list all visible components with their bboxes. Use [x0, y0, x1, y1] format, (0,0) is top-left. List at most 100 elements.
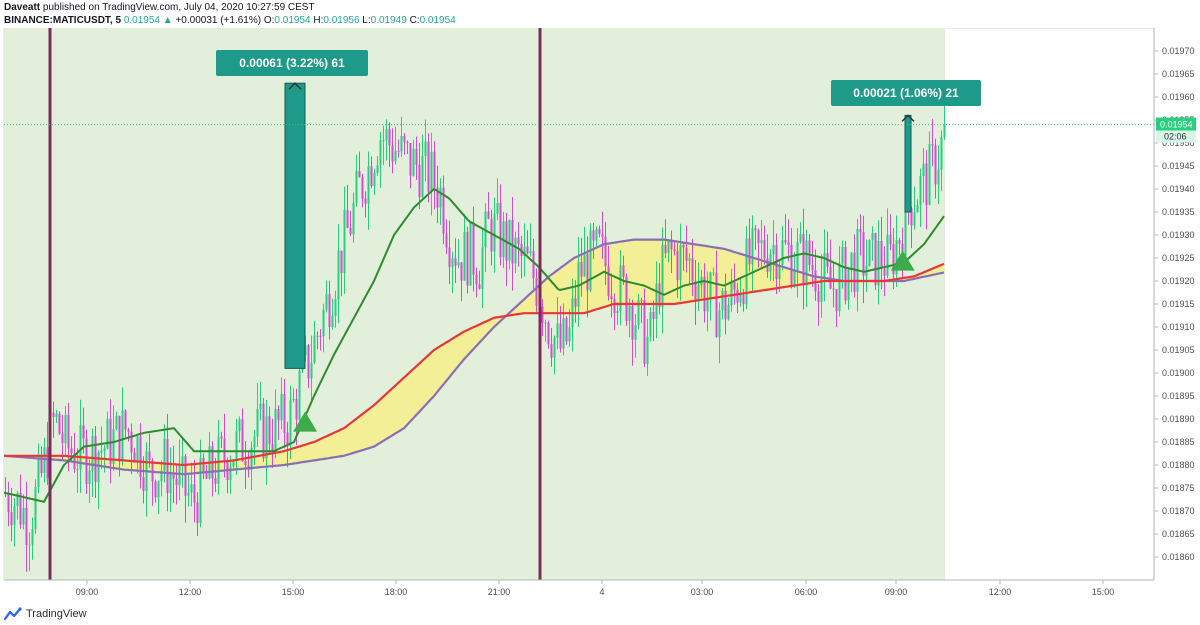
time-tick-label: 12:00	[989, 587, 1012, 597]
candle-body	[286, 432, 289, 445]
candle-body	[916, 204, 919, 213]
candle-body	[112, 429, 115, 465]
candle-body	[70, 448, 73, 454]
up-arrow-icon: ▲	[162, 15, 173, 26]
time-axis[interactable]: 09:00 12:00 15:00 18:00 21:00 4 03:00 06:00 09:0…	[4, 579, 1154, 597]
price-tick-label: 0.01900	[1162, 368, 1195, 378]
measure-bar	[284, 82, 306, 369]
buy-signal-triangle-icon	[890, 250, 915, 271]
candle-body	[490, 218, 493, 252]
price-tick-label: 0.01880	[1162, 460, 1195, 470]
candle-body	[331, 315, 334, 327]
candle-body	[586, 253, 589, 291]
candle-body	[397, 151, 400, 153]
tradingview-logo-icon[interactable]	[4, 607, 22, 621]
candle-body	[217, 436, 220, 484]
price-tick-label: 0.01870	[1162, 506, 1195, 516]
candle-body	[418, 164, 421, 198]
candle-body	[175, 478, 178, 486]
candle-body	[244, 461, 247, 466]
candle-body	[553, 337, 556, 358]
symbol-info: BINANCE:MATICUSDT, 5 0.01954 ▲ +0.00031 …	[4, 15, 456, 26]
candle-body	[868, 240, 871, 266]
author-name[interactable]: Daveatt	[4, 2, 41, 13]
candle-body	[307, 345, 310, 379]
price-tick-label: 0.01910	[1162, 322, 1195, 332]
candle-body	[712, 272, 715, 274]
time-tick-label: 03:00	[691, 587, 714, 597]
candle-body	[874, 233, 877, 286]
measure-bar	[904, 114, 912, 213]
measure-tool-1[interactable]: 0.00061 (3.22%) 61	[216, 50, 368, 369]
session-background	[4, 28, 945, 580]
candle-body	[922, 163, 925, 177]
candle-body	[373, 172, 376, 187]
candle-body	[910, 208, 913, 226]
price-tick-label: 0.01925	[1162, 253, 1195, 263]
candle-body	[382, 140, 385, 142]
candle-body	[385, 129, 388, 141]
price-chart[interactable]: 0.00061 (3.22%) 61 0.00021 (1.06%) 21 0.01…	[0, 28, 1200, 605]
close-label: C:	[409, 15, 420, 26]
candle-body	[376, 165, 379, 173]
buy-signal-triangle-icon	[293, 411, 318, 432]
price-axis[interactable]: 0.01860 0.01865 0.01870 0.01875 0.01880 0.018…	[1153, 28, 1196, 580]
measure-label-box	[831, 80, 981, 106]
candle-body	[730, 282, 733, 306]
candle-body	[805, 240, 808, 286]
candle-body	[796, 241, 799, 272]
candle-body	[607, 266, 610, 297]
candle-body	[604, 236, 607, 267]
candle-body	[649, 311, 652, 337]
candle-body	[751, 228, 754, 265]
candle-body	[532, 250, 535, 279]
candle-body	[709, 272, 712, 298]
candle-body	[142, 477, 145, 491]
candle-body	[454, 258, 457, 266]
time-tick-label: 15:00	[1092, 587, 1115, 597]
time-tick-label: 15:00	[282, 587, 305, 597]
candle-body	[928, 144, 931, 205]
candle-body	[31, 529, 34, 545]
candle-body	[811, 265, 814, 271]
candle-body	[430, 151, 433, 192]
candle-body	[412, 148, 415, 176]
countdown-badge	[1156, 130, 1196, 143]
candle-body	[778, 264, 781, 280]
candle-body	[934, 145, 937, 185]
candle-body	[727, 305, 730, 320]
price-tick-label: 0.01920	[1162, 276, 1195, 286]
candle-body	[508, 219, 511, 261]
candle-body	[631, 305, 634, 340]
candle-body	[103, 448, 106, 451]
price-tick-label: 0.01960	[1162, 92, 1195, 102]
candle-body	[259, 403, 262, 410]
candle-body	[250, 447, 253, 470]
candle-body	[823, 252, 826, 277]
candle-body	[718, 310, 721, 338]
candle-body	[625, 276, 628, 321]
candle-body	[685, 247, 688, 261]
candle-body	[46, 447, 49, 479]
symbol-name[interactable]: BINANCE:MATICUSDT, 5	[4, 15, 122, 26]
candle-body	[334, 299, 337, 316]
measure-tool-2[interactable]: 0.00021 (1.06%) 21	[831, 80, 981, 213]
candle-body	[481, 247, 484, 289]
candle-body	[475, 274, 478, 285]
candle-body	[268, 416, 271, 445]
time-tick-label: 09:00	[885, 587, 908, 597]
candle-body	[940, 136, 943, 170]
tradingview-brand[interactable]: TradingView	[26, 608, 87, 620]
candle-body	[121, 410, 124, 462]
candle-body	[757, 230, 760, 244]
candle-body	[913, 212, 916, 226]
candle-body	[526, 246, 529, 254]
time-tick-label: 21:00	[488, 587, 511, 597]
candle-body	[787, 242, 790, 245]
candle-body	[436, 187, 439, 208]
candle-body	[610, 296, 613, 300]
candle-body	[832, 288, 835, 290]
candle-body	[124, 410, 127, 430]
candle-body	[403, 136, 406, 143]
candle-body	[433, 151, 436, 188]
